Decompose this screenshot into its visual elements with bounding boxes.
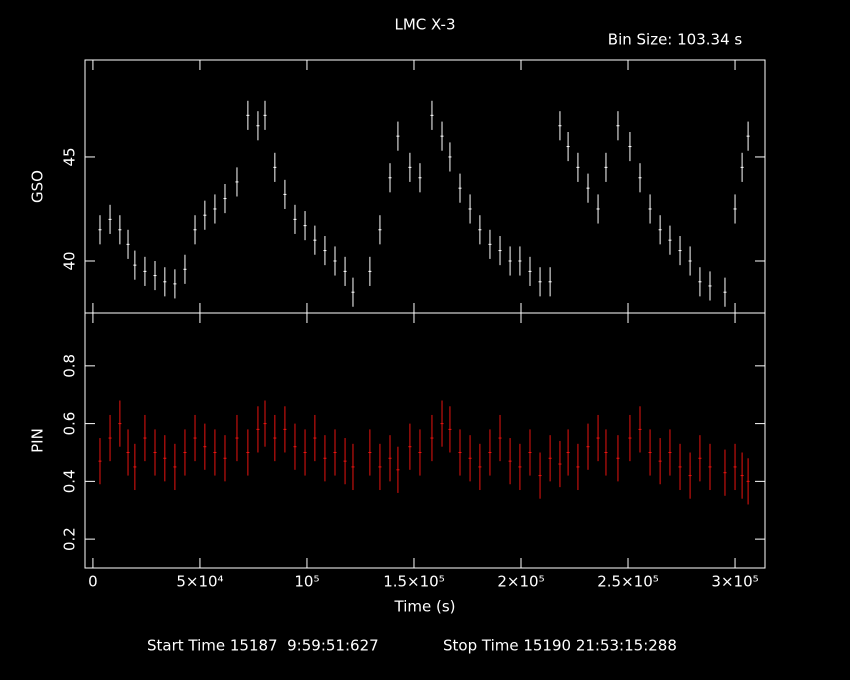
bin-size: Bin Size: 103.34 s <box>608 31 743 49</box>
panel-frame <box>84 59 766 314</box>
x-tick-label: 3×10⁵ <box>711 573 758 591</box>
chart-title: LMC X-3 <box>394 16 455 34</box>
y-tick-label: 40 <box>61 251 79 270</box>
x-axis-label: Time (s) <box>394 598 456 616</box>
x-tick-label: 2×10⁵ <box>497 573 544 591</box>
series <box>98 400 750 505</box>
stop-time: Stop Time 15190 21:53:15:288 <box>443 637 677 655</box>
x-tick-label: 2.5×10⁵ <box>597 573 659 591</box>
y-tick-label: 45 <box>61 147 79 166</box>
x-tick-label: 10⁵ <box>294 573 319 591</box>
x-tick-label: 5×10⁴ <box>176 573 223 591</box>
y-tick-label: 0.2 <box>61 527 79 551</box>
panel-frame <box>84 312 766 569</box>
y-axis-label: PIN <box>29 428 47 453</box>
series <box>98 100 750 307</box>
y-tick-label: 0.8 <box>61 354 79 378</box>
y-tick-label: 0.4 <box>61 469 79 493</box>
y-axis-label: GSO <box>29 170 47 203</box>
x-tick-label: 0 <box>88 573 98 591</box>
y-tick-label: 0.6 <box>61 412 79 436</box>
x-tick-label: 1.5×10⁵ <box>383 573 445 591</box>
start-time: Start Time 15187 9:59:51:627 <box>147 637 379 655</box>
